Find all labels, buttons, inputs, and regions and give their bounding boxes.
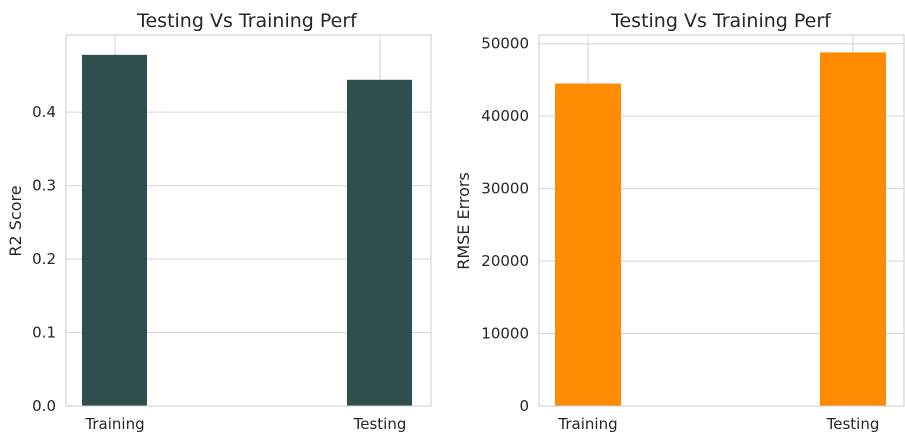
- chart-title: Testing Vs Training Perf: [610, 10, 832, 32]
- y-tick-label: 0.2: [32, 250, 56, 268]
- chart-title: Testing Vs Training Perf: [136, 10, 358, 32]
- plot-frame: [65, 34, 432, 407]
- y-tick-label: 0.4: [32, 103, 56, 121]
- y-tick-label: 0: [519, 397, 529, 415]
- bar: [347, 79, 412, 407]
- y-tick-label: 50000: [481, 35, 529, 53]
- y-tick-label: 40000: [481, 107, 529, 125]
- y-tick-label: 10000: [481, 325, 529, 343]
- bar: [82, 54, 147, 407]
- bar: [820, 52, 886, 406]
- r2-score-chart: Testing Vs Training Perf R2 Score 0.0 0.1…: [6, 10, 432, 433]
- y-tick-label: 20000: [481, 252, 529, 270]
- plot-frame: [538, 34, 905, 407]
- y-axis-label: R2 Score: [6, 185, 25, 256]
- x-tick-label: Testing: [353, 415, 407, 433]
- y-tick-label: 30000: [481, 180, 529, 198]
- y-tick-label: 0.0: [32, 397, 56, 415]
- y-tick-label: 0.1: [32, 324, 56, 342]
- x-tick-label: Training: [84, 415, 144, 433]
- bar: [555, 83, 621, 406]
- x-tick-label: Testing: [826, 415, 880, 433]
- x-tick-label: Training: [557, 415, 617, 433]
- y-tick-label: 0.3: [32, 177, 56, 195]
- rmse-errors-chart: Testing Vs Training Perf RMSE Errors 0 10…: [454, 10, 905, 433]
- y-axis-label: RMSE Errors: [454, 172, 473, 270]
